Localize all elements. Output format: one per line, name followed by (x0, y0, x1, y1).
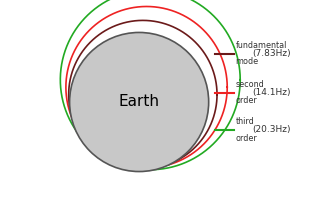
Text: second: second (236, 80, 264, 89)
Text: (14.1Hz): (14.1Hz) (252, 88, 291, 97)
Circle shape (69, 32, 209, 172)
Text: (7.83Hz): (7.83Hz) (252, 49, 291, 58)
Text: Earth: Earth (119, 94, 160, 110)
Text: third: third (236, 117, 254, 126)
Text: order: order (236, 134, 257, 143)
Text: fundamental: fundamental (236, 41, 287, 50)
Text: order: order (236, 96, 257, 105)
Text: (20.3Hz): (20.3Hz) (252, 125, 291, 134)
Text: mode: mode (236, 58, 259, 67)
